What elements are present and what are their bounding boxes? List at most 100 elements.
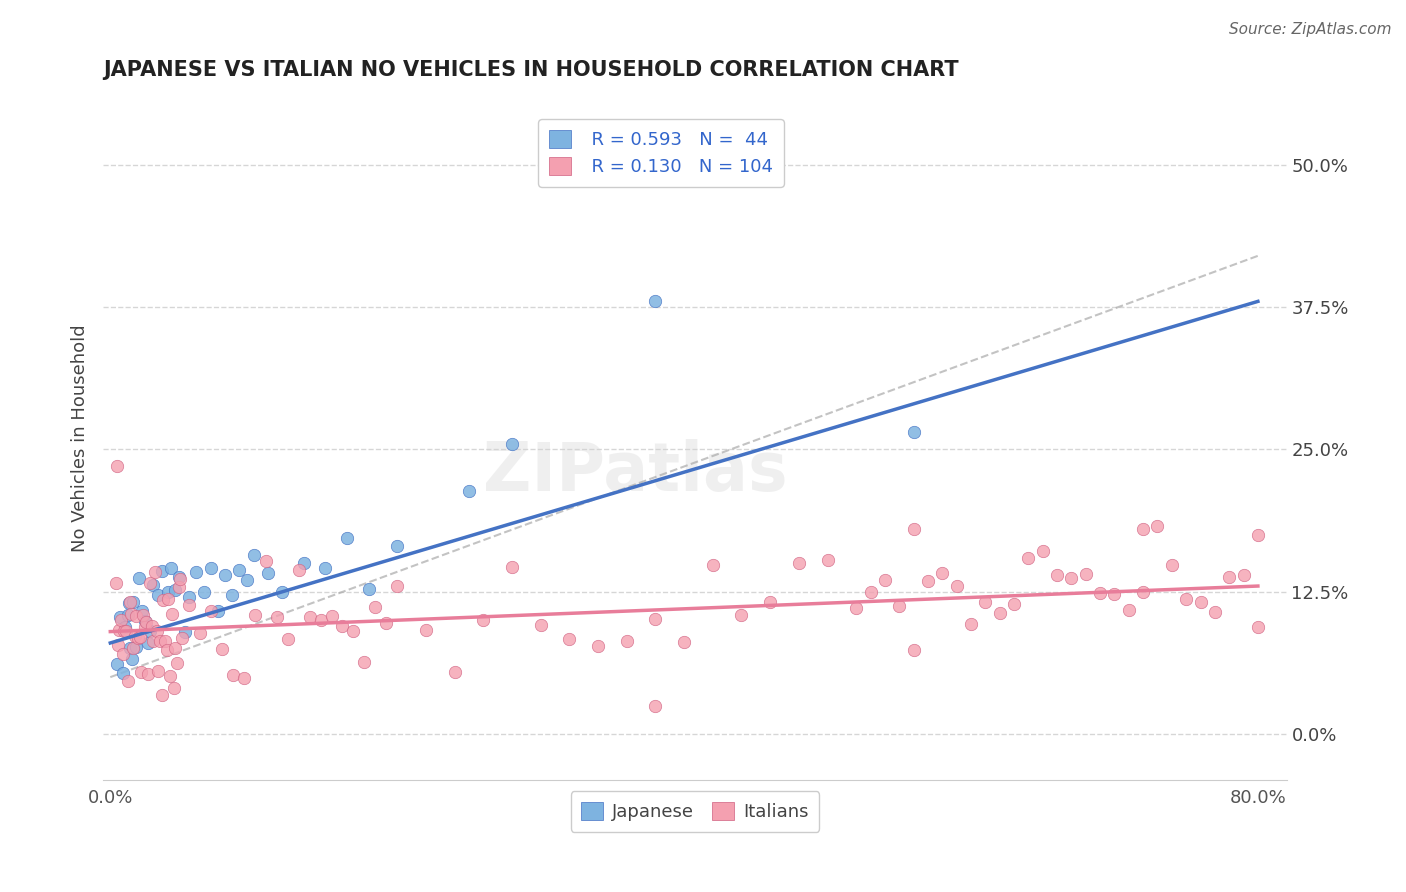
Text: Source: ZipAtlas.com: Source: ZipAtlas.com [1229, 22, 1392, 37]
Point [139, 624, 162, 638]
Point [387, 579, 409, 593]
Point [114, 620, 136, 634]
Point [254, 554, 277, 568]
Point [292, 556, 315, 570]
Y-axis label: No Vehicles in Household: No Vehicles in Household [72, 324, 89, 552]
Point [152, 592, 174, 607]
Point [146, 588, 169, 602]
Point [903, 643, 925, 657]
Point [117, 673, 139, 688]
Point [118, 596, 141, 610]
Point [1247, 620, 1270, 634]
Point [193, 585, 215, 599]
Point [859, 585, 882, 599]
Point [136, 636, 159, 650]
Point [156, 584, 179, 599]
Point [122, 595, 145, 609]
Point [159, 669, 181, 683]
Point [108, 624, 131, 638]
Point [1017, 551, 1039, 566]
Point [673, 635, 696, 649]
Point [314, 560, 336, 574]
Point [1046, 568, 1069, 582]
Point [117, 608, 139, 623]
Point [120, 641, 142, 656]
Point [235, 573, 257, 587]
Point [150, 688, 173, 702]
Legend: Japanese, Italians: Japanese, Italians [571, 791, 820, 832]
Point [974, 595, 997, 609]
Point [125, 609, 148, 624]
Point [415, 623, 437, 637]
Point [105, 576, 128, 591]
Point [277, 632, 299, 647]
Point [1060, 571, 1083, 585]
Point [309, 613, 332, 627]
Point [357, 582, 380, 596]
Point [124, 628, 146, 642]
Point [988, 606, 1011, 620]
Point [125, 640, 148, 654]
Point [1175, 591, 1198, 606]
Point [889, 599, 911, 613]
Point [157, 591, 180, 606]
Point [131, 665, 153, 679]
Point [107, 459, 129, 474]
Point [179, 598, 201, 612]
Point [364, 599, 387, 614]
Text: ZIPatlas: ZIPatlas [484, 439, 787, 505]
Point [903, 425, 925, 440]
Point [1146, 518, 1168, 533]
Point [128, 630, 150, 644]
Point [644, 294, 666, 309]
Point [730, 607, 752, 622]
Point [128, 570, 150, 584]
Point [134, 615, 156, 629]
Point [174, 625, 197, 640]
Point [443, 665, 465, 680]
Point [1132, 522, 1154, 536]
Point [298, 610, 321, 624]
Point [1204, 606, 1226, 620]
Point [135, 615, 157, 630]
Point [145, 624, 167, 638]
Point [530, 618, 553, 632]
Point [266, 610, 288, 624]
Point [153, 634, 176, 648]
Point [169, 572, 191, 586]
Point [287, 563, 309, 577]
Point [1189, 595, 1212, 609]
Point [1104, 587, 1126, 601]
Point [1002, 597, 1025, 611]
Point [156, 643, 179, 657]
Point [342, 624, 364, 638]
Point [115, 624, 138, 638]
Point [458, 483, 481, 498]
Point [845, 601, 868, 615]
Point [616, 634, 638, 648]
Point [321, 608, 343, 623]
Point [110, 613, 132, 627]
Point [160, 607, 183, 621]
Point [107, 657, 129, 671]
Point [122, 641, 145, 656]
Point [1247, 528, 1270, 542]
Point [112, 666, 135, 681]
Point [148, 664, 170, 678]
Point [1218, 569, 1240, 583]
Point [586, 639, 609, 653]
Point [817, 553, 839, 567]
Point [375, 616, 398, 631]
Point [501, 436, 523, 450]
Point [759, 595, 782, 609]
Point [257, 566, 280, 581]
Point [166, 657, 188, 671]
Point [150, 564, 173, 578]
Point [787, 557, 810, 571]
Point [167, 570, 190, 584]
Point [243, 607, 266, 622]
Point [163, 582, 186, 597]
Point [142, 577, 165, 591]
Point [118, 595, 141, 609]
Point [228, 563, 250, 577]
